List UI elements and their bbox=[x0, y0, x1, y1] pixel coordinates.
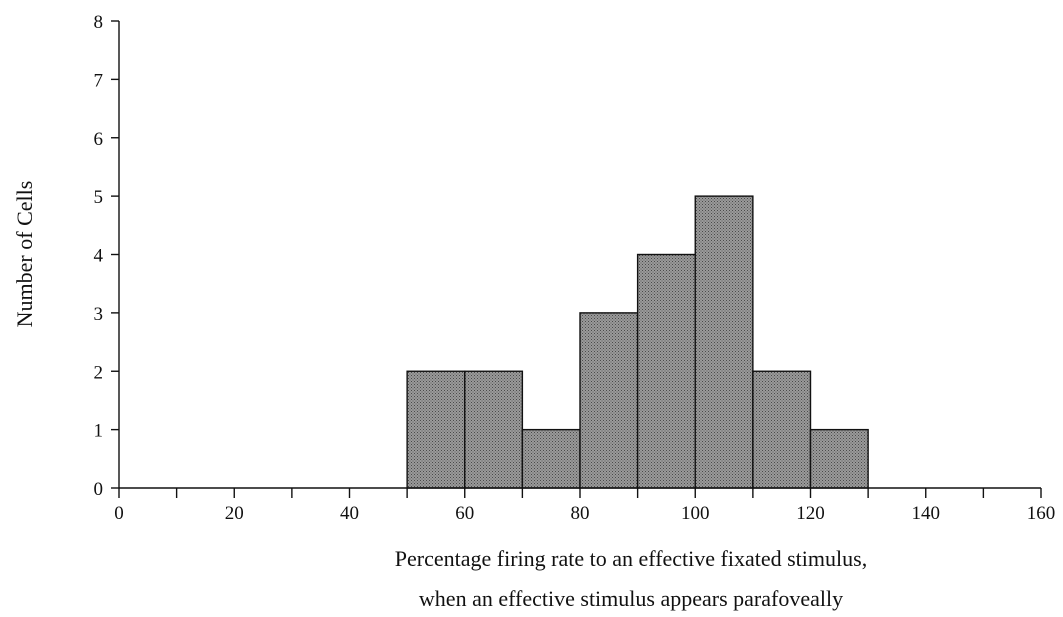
x-tick-label-140: 140 bbox=[912, 503, 941, 524]
x-axis-title-line-2: when an effective stimulus appears paraf… bbox=[419, 586, 843, 611]
y-axis-ticks: 0 1 2 3 4 5 6 7 8 bbox=[94, 12, 119, 500]
y-tick-label-0: 0 bbox=[94, 479, 104, 500]
y-axis-title: Number of Cells bbox=[12, 181, 37, 328]
histogram-bar-50-60 bbox=[406, 370, 466, 489]
x-tick-label-0: 0 bbox=[114, 503, 124, 524]
y-tick-label-6: 6 bbox=[94, 129, 104, 150]
y-tick-label-3: 3 bbox=[94, 304, 104, 325]
histogram-bar-100-110 bbox=[694, 195, 754, 489]
x-axis-ticks: 0 20 40 60 80 100 120 140 160 bbox=[114, 488, 1055, 524]
histogram-bar-70-80 bbox=[521, 428, 581, 489]
y-tick-label-4: 4 bbox=[94, 246, 104, 267]
histogram-bar-120-130 bbox=[809, 428, 869, 489]
histogram-bars bbox=[406, 195, 869, 489]
x-tick-label-40: 40 bbox=[340, 503, 359, 524]
y-tick-label-7: 7 bbox=[94, 70, 104, 91]
y-tick-label-5: 5 bbox=[94, 187, 104, 208]
x-tick-label-100: 100 bbox=[681, 503, 710, 524]
x-tick-label-60: 60 bbox=[455, 503, 474, 524]
histogram-bar-60-70 bbox=[464, 370, 524, 489]
histogram-bar-110-120 bbox=[752, 370, 812, 489]
x-axis-title-line-1: Percentage firing rate to an effective f… bbox=[395, 546, 867, 571]
x-tick-label-160: 160 bbox=[1027, 503, 1056, 524]
y-tick-label-8: 8 bbox=[94, 12, 104, 33]
y-tick-label-1: 1 bbox=[94, 421, 104, 442]
x-tick-label-80: 80 bbox=[571, 503, 590, 524]
x-tick-label-20: 20 bbox=[225, 503, 244, 524]
histogram-bar-80-90 bbox=[579, 312, 639, 489]
y-tick-label-2: 2 bbox=[94, 362, 104, 383]
histogram-bar-90-100 bbox=[636, 253, 696, 489]
x-tick-label-120: 120 bbox=[796, 503, 825, 524]
